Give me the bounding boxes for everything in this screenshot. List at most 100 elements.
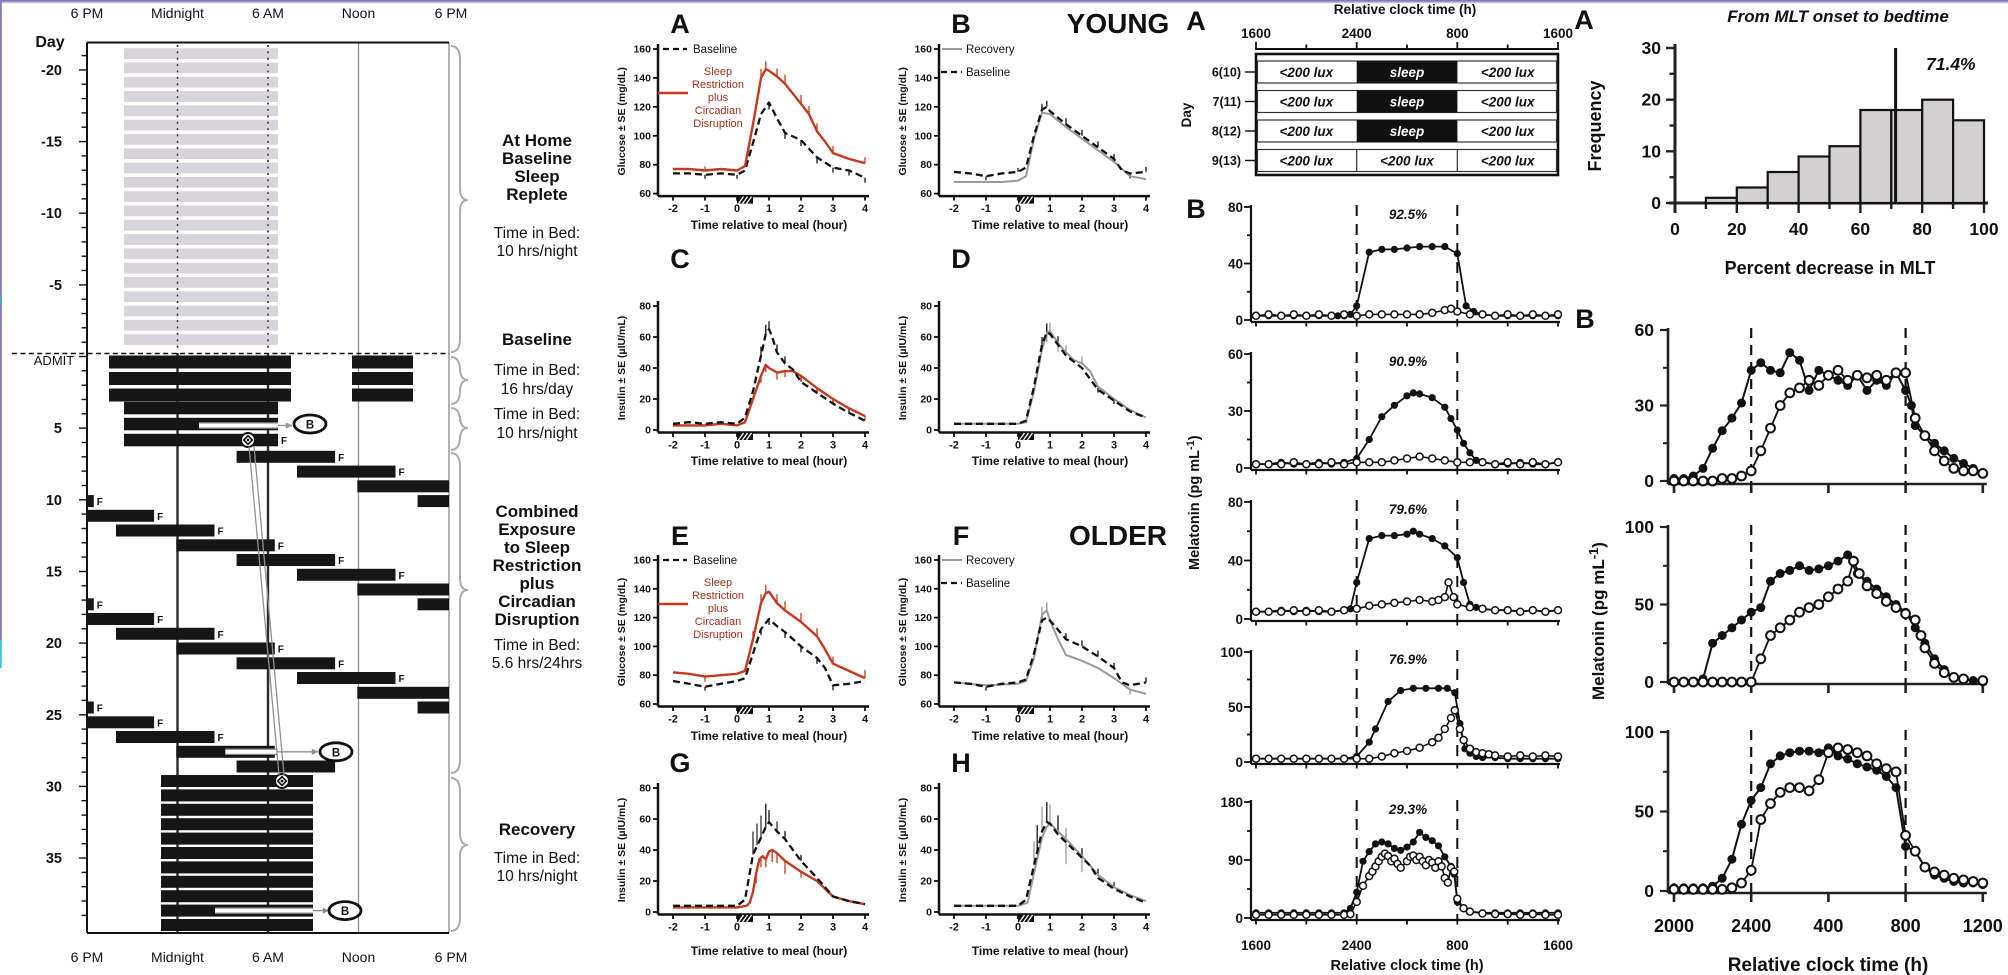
svg-text:3: 3 [830, 714, 836, 726]
svg-text:Recovery: Recovery [966, 555, 1015, 567]
svg-text:60: 60 [1228, 347, 1243, 362]
svg-text:3: 3 [830, 440, 836, 452]
svg-text:100: 100 [1220, 645, 1243, 660]
svg-text:Baseline: Baseline [502, 330, 572, 349]
svg-text:79.6%: 79.6% [1389, 502, 1427, 517]
svg-text:100: 100 [1625, 517, 1654, 537]
svg-text:80: 80 [1228, 200, 1243, 215]
svg-text:40: 40 [1228, 257, 1243, 272]
svg-text:Glucose ± SE (mg/dL): Glucose ± SE (mg/dL) [897, 578, 909, 686]
svg-text:YOUNG: YOUNG [1067, 8, 1170, 39]
svg-text:100: 100 [1969, 219, 1998, 239]
svg-text:0: 0 [1015, 922, 1021, 934]
svg-text:800: 800 [1446, 938, 1469, 953]
svg-text:3: 3 [1111, 440, 1117, 452]
svg-text:6 PM: 6 PM [71, 949, 104, 965]
svg-text:1: 1 [766, 922, 772, 934]
svg-text:80: 80 [1228, 495, 1243, 510]
svg-text:60: 60 [1635, 320, 1655, 340]
svg-text:35: 35 [46, 851, 62, 867]
svg-text:Baseline: Baseline [966, 67, 1010, 79]
svg-text:1200: 1200 [1963, 916, 2003, 936]
svg-text:ADMIT: ADMIT [34, 353, 75, 368]
svg-text:10 hrs/night: 10 hrs/night [497, 243, 579, 260]
svg-text:1600: 1600 [1543, 26, 1573, 41]
svg-text:-2: -2 [949, 714, 959, 726]
svg-text:2: 2 [798, 440, 804, 452]
svg-text:3: 3 [1111, 203, 1117, 215]
svg-text:Circadian: Circadian [498, 592, 575, 611]
svg-text:1: 1 [766, 440, 772, 452]
svg-text:F: F [97, 704, 103, 715]
svg-text:Baseline: Baseline [693, 44, 737, 56]
svg-text:100: 100 [1625, 722, 1654, 742]
svg-text:5.6 hrs/24hrs: 5.6 hrs/24hrs [492, 655, 583, 672]
svg-text:F: F [398, 571, 404, 582]
svg-text:60: 60 [920, 332, 932, 344]
svg-text:0: 0 [1235, 612, 1243, 627]
svg-text:-1: -1 [700, 714, 710, 726]
svg-text:Insulin ± SE (µIU/mL): Insulin ± SE (µIU/mL) [897, 798, 909, 903]
svg-text:Glucose ± SE (mg/dL): Glucose ± SE (mg/dL) [897, 67, 909, 175]
svg-text:<200 lux: <200 lux [1279, 95, 1333, 110]
svg-text:F: F [97, 600, 103, 611]
svg-text:0: 0 [926, 425, 932, 437]
svg-text:4: 4 [1143, 440, 1150, 452]
svg-text:8(12): 8(12) [1212, 125, 1241, 139]
svg-text:Sleep: Sleep [704, 577, 732, 589]
svg-text:Sleep: Sleep [514, 167, 559, 186]
svg-text:C: C [670, 244, 690, 274]
svg-text:Melatonin (pg mL-1): Melatonin (pg mL-1) [1185, 435, 1203, 570]
svg-text:4: 4 [862, 203, 869, 215]
svg-text:<200 lux: <200 lux [1279, 65, 1333, 80]
svg-text:F: F [157, 718, 163, 729]
svg-text:Time in Bed:: Time in Bed: [494, 362, 580, 379]
svg-text:90.9%: 90.9% [1389, 354, 1427, 369]
svg-text:20: 20 [46, 636, 62, 652]
svg-text:Replete: Replete [506, 185, 567, 204]
svg-text:Time relative to meal (hour): Time relative to meal (hour) [691, 454, 848, 468]
svg-text:sleep: sleep [1390, 65, 1425, 80]
svg-text:0: 0 [734, 203, 740, 215]
svg-text:Restriction: Restriction [692, 590, 744, 602]
svg-text:Circadian: Circadian [695, 105, 741, 117]
svg-text:100: 100 [633, 130, 651, 142]
svg-text:30: 30 [1642, 38, 1662, 58]
svg-text:2400: 2400 [1342, 26, 1372, 41]
svg-text:800: 800 [1891, 916, 1921, 936]
svg-text:B: B [332, 747, 340, 759]
svg-text:Insulin ± SE (µIU/mL): Insulin ± SE (µIU/mL) [616, 798, 628, 903]
svg-text:15: 15 [46, 564, 62, 580]
svg-text:F: F [97, 497, 103, 508]
svg-text:76.9%: 76.9% [1389, 652, 1427, 667]
svg-text:80: 80 [920, 159, 932, 171]
svg-text:Sleep: Sleep [704, 66, 732, 78]
svg-text:F: F [281, 436, 287, 447]
svg-text:2400: 2400 [1342, 938, 1372, 953]
svg-text:0: 0 [734, 440, 740, 452]
svg-text:Midnight: Midnight [151, 949, 204, 965]
svg-text:Day: Day [35, 34, 64, 51]
svg-text:30: 30 [1635, 396, 1655, 416]
svg-text:4: 4 [862, 922, 869, 934]
svg-text:29.3%: 29.3% [1388, 802, 1427, 817]
svg-text:<200 lux: <200 lux [1279, 154, 1333, 169]
svg-text:-1: -1 [700, 203, 710, 215]
svg-text:F: F [278, 645, 284, 656]
svg-text:2: 2 [1079, 922, 1085, 934]
svg-text:80: 80 [920, 783, 932, 795]
svg-text:2: 2 [1079, 714, 1085, 726]
svg-text:Relative clock time (h): Relative clock time (h) [1334, 2, 1477, 17]
svg-text:A: A [1574, 5, 1594, 35]
svg-text:30: 30 [46, 779, 62, 795]
svg-text:20: 20 [1642, 90, 1662, 110]
svg-text:Percent decrease in MLT: Percent decrease in MLT [1725, 258, 1936, 278]
svg-text:3: 3 [1111, 714, 1117, 726]
svg-text:<200 lux: <200 lux [1380, 154, 1434, 169]
svg-text:160: 160 [633, 44, 651, 56]
svg-text:0: 0 [1235, 461, 1243, 476]
svg-text:Glucose ± SE (mg/dL): Glucose ± SE (mg/dL) [616, 578, 628, 686]
svg-text:<200 lux: <200 lux [1481, 124, 1535, 139]
svg-text:F: F [338, 453, 344, 464]
svg-text:Time in Bed:: Time in Bed: [494, 850, 580, 867]
